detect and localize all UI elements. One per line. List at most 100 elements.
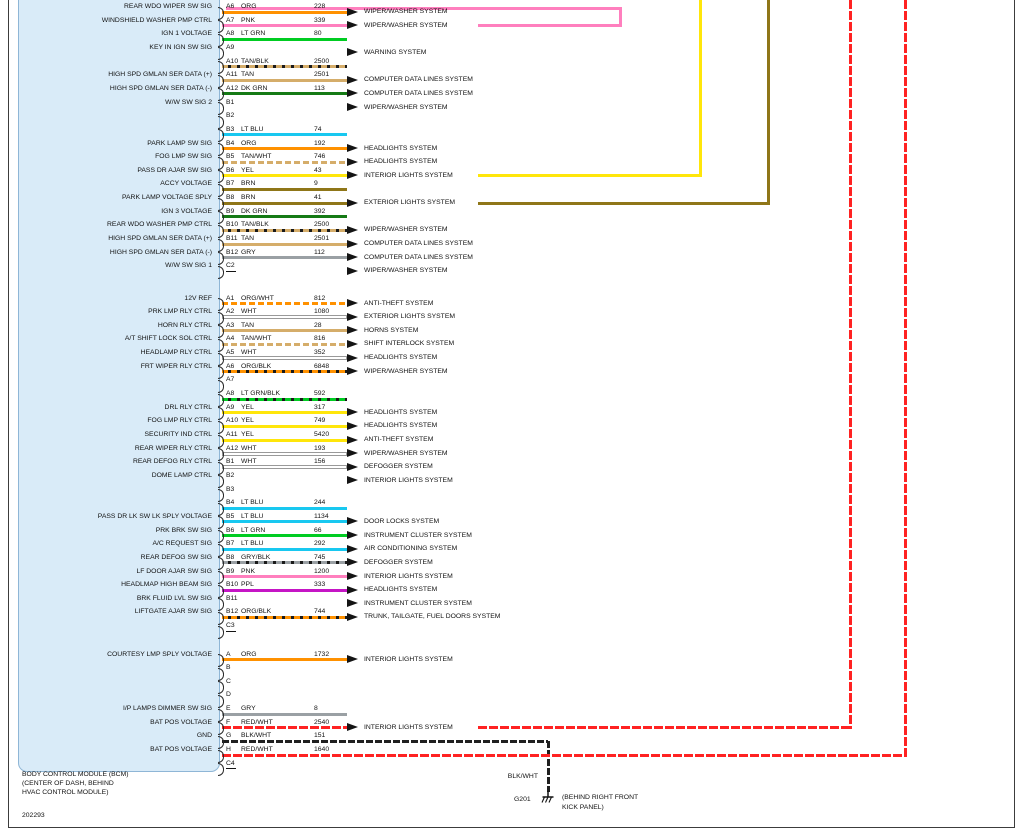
- wire-color-code: WHT: [241, 444, 257, 452]
- wire-segment: [222, 411, 347, 415]
- pin-id: B: [226, 664, 231, 672]
- pin-signal-label: HIGH SPD GMLAN SER DATA (-): [109, 248, 212, 256]
- wire-segment: [222, 160, 347, 164]
- circuit-number: 1640: [314, 746, 330, 754]
- system-arrow-icon: [347, 326, 358, 335]
- system-arrow-icon: [347, 421, 358, 430]
- pin-signal-label: IGN 3 VOLTAGE: [161, 207, 212, 215]
- pin-id: A8: [226, 390, 235, 398]
- system-name-label: COMPUTER DATA LINES SYSTEM: [364, 76, 473, 84]
- wire-segment: [222, 242, 347, 246]
- wire-segment: [222, 506, 347, 510]
- pin-bracket: [218, 434, 224, 448]
- system-arrow-icon: [347, 476, 358, 485]
- pin-id: B1: [226, 98, 235, 106]
- pin-bracket: [218, 115, 224, 129]
- pin-id: B1: [226, 458, 235, 466]
- pin-id: C: [226, 677, 231, 685]
- wire-segment: [222, 397, 347, 401]
- system-name-label: TRUNK, TAILGATE, FUEL DOORS SYSTEM: [364, 613, 501, 621]
- pin-bracket: [218, 667, 224, 681]
- pin-id: A11: [226, 431, 238, 438]
- circuit-number: 228: [314, 3, 326, 10]
- bcm-module-box: [18, 0, 220, 772]
- system-arrow-icon: [347, 517, 358, 526]
- pin-signal-label: I/P LAMPS DIMMER SW SIG: [122, 705, 212, 713]
- system-name-label: WIPER/WASHER SYSTEM: [364, 367, 448, 375]
- wire-segment: [478, 201, 768, 205]
- pin-bracket: [218, 448, 224, 462]
- circuit-number: 43: [314, 166, 322, 174]
- pin-id: A2: [226, 308, 235, 316]
- pin-signal-label: PASS DR AJAR SW SIG: [137, 166, 212, 174]
- ground-wire-color-label: BLK/WHT: [507, 773, 538, 780]
- wire-segment: [222, 739, 548, 743]
- system-arrow-icon: [347, 198, 358, 207]
- pin-bracket: [218, 366, 224, 380]
- circuit-number: 80: [314, 30, 322, 38]
- pin-signal-label: WINDSHIELD WASHER PMP CTRL: [101, 16, 212, 24]
- pin-signal-label: SECURITY IND CTRL: [144, 431, 212, 438]
- circuit-number: 192: [314, 139, 326, 147]
- pin-id: H: [226, 746, 231, 754]
- wire-color-code: TAN/BLK: [241, 221, 269, 229]
- wire-color-code: BRN: [241, 194, 256, 202]
- wire-color-code: BRN: [241, 180, 256, 188]
- wire-segment: [226, 7, 622, 10]
- system-arrow-icon: [347, 531, 358, 540]
- pin-bracket: [218, 338, 224, 352]
- pin-bracket: [218, 571, 224, 584]
- circuit-number: 816: [314, 335, 326, 343]
- pin-bracket: [218, 61, 224, 75]
- connector-id-label: C2: [226, 262, 236, 272]
- wire-color-code: GRY/BLK: [241, 553, 271, 561]
- pin-id: A7: [226, 376, 235, 384]
- pin-bracket: [218, 654, 224, 667]
- pin-bracket: [218, 543, 224, 557]
- pin-bracket: [218, 379, 224, 393]
- circuit-number: 66: [314, 526, 322, 534]
- pin-bracket: [218, 611, 224, 625]
- wire-segment: [222, 78, 347, 82]
- pin-bracket: [218, 393, 224, 407]
- circuit-number: 2500: [314, 57, 330, 65]
- circuit-number: 745: [314, 553, 326, 561]
- pin-bracket: [218, 156, 224, 170]
- system-name-label: COMPUTER DATA LINES SYSTEM: [364, 89, 473, 97]
- pin-signal-label: DRL RLY CTRL: [164, 403, 212, 411]
- wire-segment: [478, 726, 850, 730]
- wire-segment: [222, 712, 347, 716]
- circuit-number: 812: [314, 294, 326, 302]
- pin-signal-label: HIGH SPD GMLAN SER DATA (+): [108, 71, 212, 79]
- pin-id: D: [226, 691, 231, 699]
- system-name-label: HEADLIGHTS SYSTEM: [364, 158, 438, 166]
- circuit-number: 41: [314, 194, 322, 202]
- wire-segment: [222, 10, 347, 14]
- pin-bracket: [218, 516, 224, 530]
- pin-bracket: [218, 489, 224, 503]
- pin-signal-label: PARK LAMP VOLTAGE SPLY: [121, 194, 212, 202]
- bcm-caption-line: BODY CONTROL MODULE (BCM): [22, 771, 129, 778]
- system-name-label: INSTRUMENT CLUSTER SYSTEM: [364, 599, 472, 607]
- wire-color-code: LT BLU: [241, 512, 264, 520]
- system-name-label: INTERIOR LIGHTS SYSTEM: [364, 476, 453, 484]
- wire-segment: [222, 520, 347, 524]
- pin-bracket: [218, 325, 224, 339]
- wire-segment: [222, 215, 347, 219]
- pin-bracket: [218, 170, 224, 184]
- circuit-number: 352: [314, 349, 326, 357]
- pin-signal-label: HEADLAMP RLY CTRL: [140, 349, 212, 357]
- system-name-label: HEADLIGHTS SYSTEM: [364, 586, 438, 594]
- pin-id: B6: [226, 166, 235, 174]
- wire-color-code: LT GRN: [241, 30, 266, 38]
- bcm-caption-line: (CENTER OF DASH, BEHIND: [22, 780, 114, 787]
- wire-color-code: LT GRN: [241, 526, 266, 534]
- system-name-label: WIPER/WASHER SYSTEM: [364, 226, 448, 234]
- system-arrow-icon: [347, 144, 358, 152]
- wire-color-code: LT BLU: [241, 540, 264, 548]
- pin-signal-label: PASS DR LK SW LK SPLY VOLTAGE: [97, 512, 212, 520]
- wire-segment: [222, 438, 347, 442]
- pin-signal-label: GND: [196, 732, 212, 740]
- ground-wire-vertical: [546, 741, 550, 792]
- pin-signal-label: PARK LAMP SW SIG: [147, 139, 212, 147]
